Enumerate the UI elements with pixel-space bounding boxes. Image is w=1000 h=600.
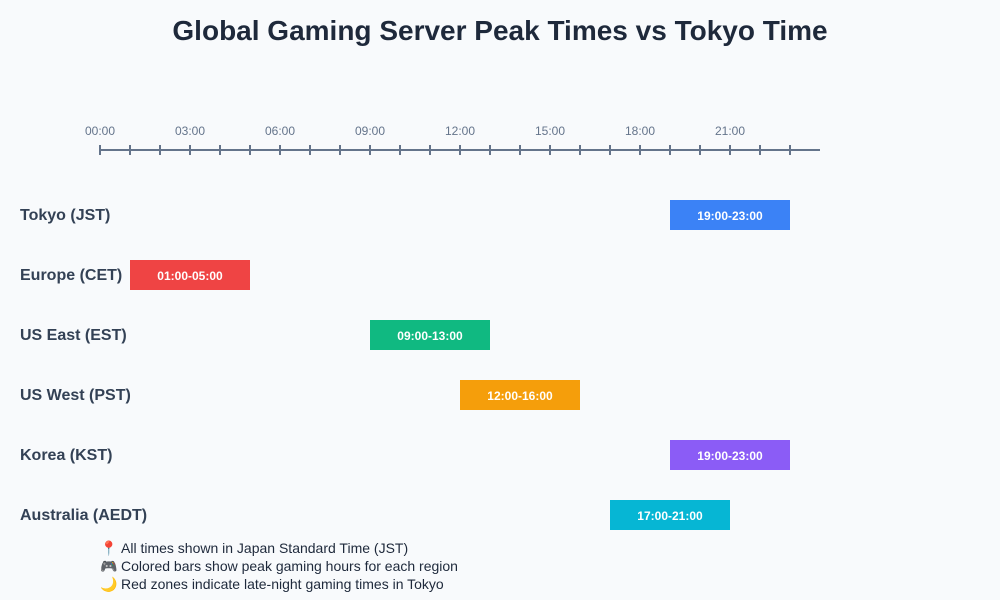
bar-label: 17:00-21:00 [637,509,703,523]
notes: 📍 All times shown in Japan Standard Time … [100,540,458,593]
gamepad-icon: 🎮 [100,558,117,574]
tick-label: 06:00 [265,124,295,138]
region-label: US East (EST) [20,327,127,344]
bar-label: 19:00-23:00 [697,449,763,463]
rows: Tokyo (JST) 19:00-23:00 Europe (CET) 01:00-… [20,200,790,530]
region-label: Europe (CET) [20,267,122,284]
peak-bar [370,320,490,350]
bar-label: 12:00-16:00 [487,389,553,403]
tick-label: 21:00 [715,124,745,138]
peak-bar [460,380,580,410]
note-text: Red zones indicate late-night gaming tim… [121,576,444,592]
pin-icon: 📍 [100,540,117,557]
bar-label: 01:00-05:00 [157,269,223,283]
peak-bar [130,260,250,290]
region-label: Korea (KST) [20,447,112,464]
tick-label: 09:00 [355,124,385,138]
peak-bar [610,500,730,530]
x-axis: 00:00 03:00 06:00 09:00 12:00 15:00 18:00 21:00 [85,124,820,155]
region-label: US West (PST) [20,387,131,404]
moon-icon: 🌙 [100,576,117,593]
bar-label: 09:00-13:00 [397,329,463,343]
chart-title: Global Gaming Server Peak Times vs Tokyo… [172,15,827,46]
tick-label: 15:00 [535,124,565,138]
note-text: Colored bars show peak gaming hours for … [121,558,458,574]
peak-bar [670,200,790,230]
note-text: All times shown in Japan Standard Time (… [121,540,408,556]
tick-label: 12:00 [445,124,475,138]
region-label: Australia (AEDT) [20,507,147,524]
bar-label: 19:00-23:00 [697,209,763,223]
region-label: Tokyo (JST) [20,207,110,224]
peak-bar [670,440,790,470]
tick-label: 18:00 [625,124,655,138]
tick-label: 00:00 [85,124,115,138]
tick-label: 03:00 [175,124,205,138]
